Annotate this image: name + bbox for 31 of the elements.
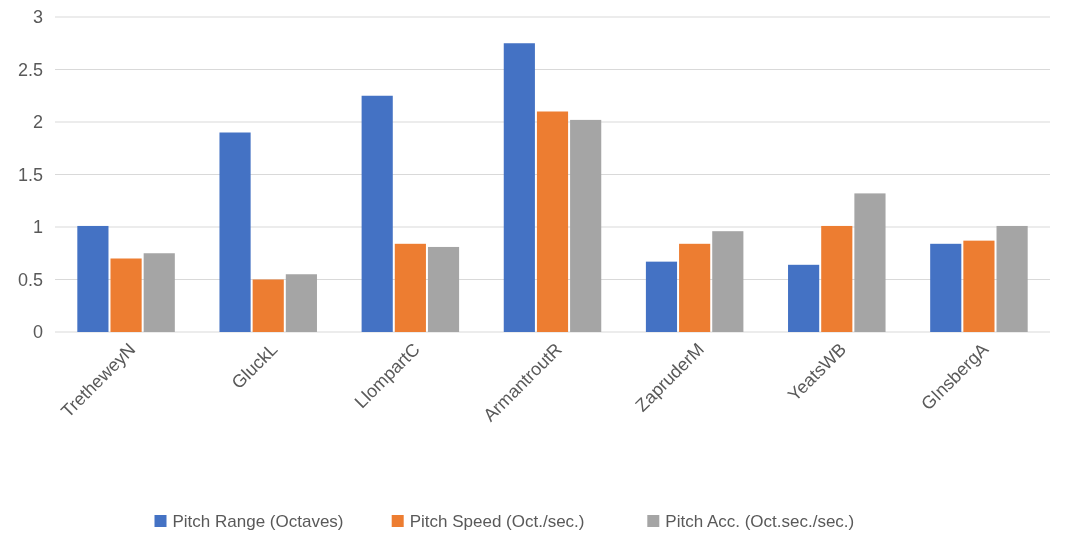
legend-label: Pitch Range (Octaves) bbox=[172, 511, 344, 531]
bar bbox=[712, 231, 744, 332]
y-tick-label: 1 bbox=[32, 217, 43, 238]
bar bbox=[930, 243, 962, 332]
bar bbox=[854, 193, 886, 332]
bar bbox=[427, 246, 460, 332]
y-tick-label: 2.5 bbox=[17, 59, 43, 80]
bar bbox=[679, 243, 711, 332]
bar bbox=[252, 279, 284, 332]
bar bbox=[996, 225, 1028, 332]
bar bbox=[788, 264, 820, 332]
bar bbox=[570, 119, 602, 332]
y-tick-label: 3 bbox=[32, 7, 43, 28]
bar bbox=[143, 253, 175, 332]
bar bbox=[645, 261, 678, 332]
bar bbox=[361, 95, 393, 332]
bar bbox=[394, 243, 426, 332]
bar bbox=[77, 225, 109, 332]
legend-label: Pitch Speed (Oct./sec.) bbox=[409, 511, 585, 531]
bar bbox=[963, 240, 995, 332]
y-tick-label: 2 bbox=[32, 112, 43, 133]
y-tick-label: 1.5 bbox=[17, 164, 43, 185]
bar bbox=[503, 43, 535, 332]
bar bbox=[821, 225, 853, 332]
legend-label: Pitch Acc. (Oct.sec./sec.) bbox=[665, 511, 855, 531]
y-tick-label: 0.5 bbox=[17, 269, 43, 290]
bar bbox=[219, 132, 251, 332]
y-tick-label: 0 bbox=[32, 322, 43, 343]
bar bbox=[110, 258, 142, 332]
bar bbox=[536, 111, 569, 332]
bar bbox=[285, 274, 317, 332]
